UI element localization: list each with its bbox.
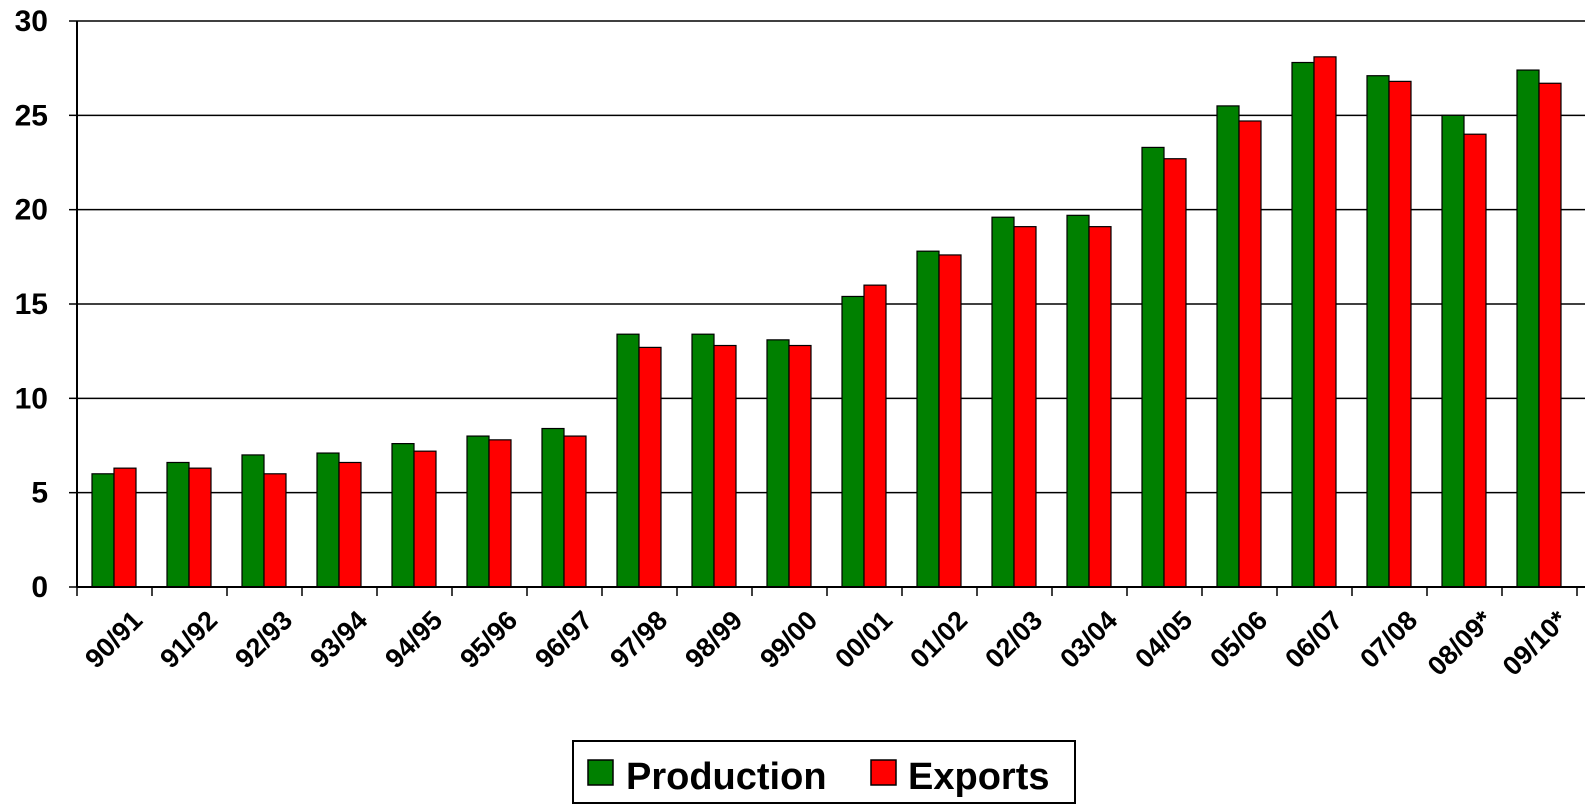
bar-exports-95/96 bbox=[488, 439, 512, 588]
x-tick-label: 06/07 bbox=[1279, 605, 1348, 674]
bar-production-07/08 bbox=[1366, 75, 1390, 588]
legend-label-exports: Exports bbox=[908, 756, 1049, 798]
bar-production-98/99 bbox=[691, 333, 715, 588]
bar-production-05/06 bbox=[1216, 105, 1240, 588]
x-tick-labels: 90/91 91/92 92/93 93/94 94/95 95/96 96/97 97/98… bbox=[79, 605, 1573, 682]
x-tick-label: 91/92 bbox=[154, 605, 223, 674]
x-tick-label: 94/95 bbox=[379, 605, 448, 674]
bar-production-91/92 bbox=[166, 461, 190, 588]
bar-production-01/02 bbox=[916, 250, 940, 588]
x-tick-label: 98/99 bbox=[679, 605, 748, 674]
x-tick-label: 96/97 bbox=[529, 605, 598, 674]
x-tick-label: 01/02 bbox=[904, 605, 973, 674]
x-tick-label: 97/98 bbox=[604, 605, 673, 674]
legend: Production Exports bbox=[572, 740, 1076, 804]
bar-production-99/00 bbox=[766, 339, 790, 588]
bar-exports-01/02 bbox=[938, 254, 962, 588]
y-tick-label: 5 bbox=[31, 477, 48, 510]
bar-exports-08/09* bbox=[1463, 133, 1487, 588]
bar-exports-96/97 bbox=[563, 435, 587, 588]
legend-label-production: Production bbox=[626, 756, 827, 798]
bar-exports-09/10* bbox=[1538, 82, 1562, 588]
legend-swatch-production bbox=[587, 759, 614, 786]
bar-production-94/95 bbox=[391, 443, 415, 588]
bar-production-09/10* bbox=[1516, 69, 1540, 588]
bar-exports-99/00 bbox=[788, 344, 812, 588]
x-tick-label: 07/08 bbox=[1354, 605, 1423, 674]
gridlines bbox=[69, 20, 1585, 588]
bars bbox=[91, 56, 1562, 588]
y-tick-labels: 0 5 10 15 20 25 30 bbox=[15, 5, 48, 604]
x-tick-label: 92/93 bbox=[229, 605, 298, 674]
legend-box bbox=[572, 740, 1076, 804]
bar-production-04/05 bbox=[1141, 146, 1165, 588]
bar-exports-92/93 bbox=[263, 473, 287, 588]
bar-exports-05/06 bbox=[1238, 120, 1262, 588]
x-tick-label: 90/91 bbox=[79, 605, 148, 674]
bar-production-95/96 bbox=[466, 435, 490, 588]
bar-production-03/04 bbox=[1066, 214, 1090, 588]
bar-exports-07/08 bbox=[1388, 80, 1412, 588]
y-tick-label: 15 bbox=[15, 288, 48, 321]
bar-exports-90/91 bbox=[113, 467, 137, 588]
x-tick-label: 04/05 bbox=[1129, 605, 1198, 674]
y-tick-label: 25 bbox=[15, 99, 48, 132]
x-tick-label: 95/96 bbox=[454, 605, 523, 674]
bar-exports-91/92 bbox=[188, 467, 212, 588]
bar-exports-93/94 bbox=[338, 461, 362, 588]
bar-exports-02/03 bbox=[1013, 226, 1037, 588]
bar-production-02/03 bbox=[991, 216, 1015, 588]
y-tick-label: 10 bbox=[15, 382, 48, 415]
bar-production-93/94 bbox=[316, 452, 340, 588]
x-tick-label: 00/01 bbox=[829, 605, 898, 674]
bar-exports-06/07 bbox=[1313, 56, 1337, 588]
x-tick-label: 05/06 bbox=[1204, 605, 1273, 674]
x-tick-label: 99/00 bbox=[754, 605, 823, 674]
bar-exports-98/99 bbox=[713, 344, 737, 588]
bar-production-96/97 bbox=[541, 427, 565, 588]
bar-exports-03/04 bbox=[1088, 226, 1112, 588]
bar-exports-97/98 bbox=[638, 346, 662, 588]
legend-swatch-exports bbox=[870, 759, 897, 786]
bar-production-90/91 bbox=[91, 473, 115, 588]
x-tick-label: 93/94 bbox=[304, 605, 373, 674]
bar-exports-04/05 bbox=[1163, 158, 1187, 588]
bar-exports-94/95 bbox=[413, 450, 437, 588]
bar-production-00/01 bbox=[841, 295, 865, 588]
y-tick-label: 20 bbox=[15, 194, 48, 227]
bar-production-92/93 bbox=[241, 454, 265, 588]
axes bbox=[76, 21, 1585, 596]
bar-production-06/07 bbox=[1291, 61, 1315, 588]
x-tick-label: 08/09* bbox=[1422, 605, 1499, 682]
x-tick-label: 03/04 bbox=[1054, 605, 1123, 674]
bar-production-08/09* bbox=[1441, 114, 1465, 588]
y-tick-label: 0 bbox=[31, 571, 48, 604]
x-tick-label: 02/03 bbox=[979, 605, 1048, 674]
bar-exports-00/01 bbox=[863, 284, 887, 588]
bar-production-97/98 bbox=[616, 333, 640, 588]
x-tick-label: 09/10* bbox=[1497, 605, 1574, 682]
y-tick-label: 30 bbox=[15, 5, 48, 38]
